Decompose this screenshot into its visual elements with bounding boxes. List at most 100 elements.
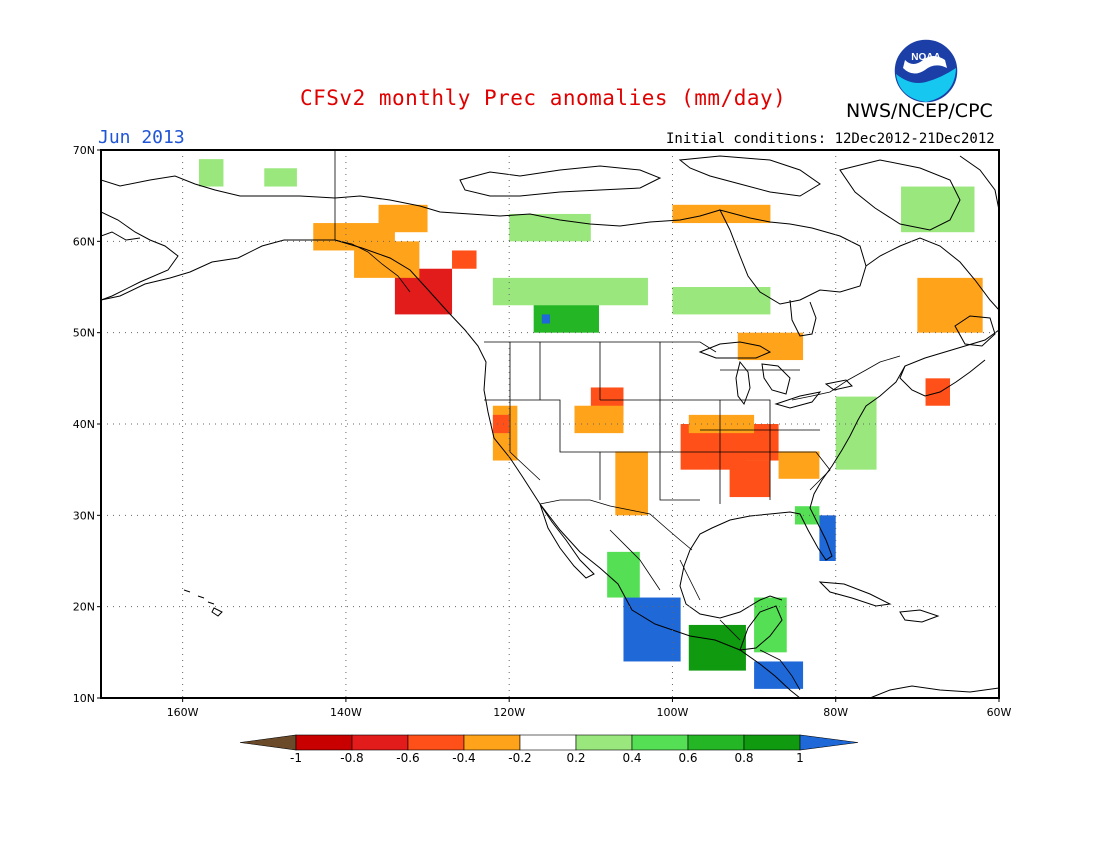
anomaly-cell-23 (672, 287, 771, 315)
anomaly-cell-7 (729, 460, 771, 498)
lon-label-5: 60W (987, 706, 1012, 719)
colorbar-label-6: 0.4 (622, 751, 641, 765)
graticule (101, 150, 999, 698)
labrador-coast (865, 237, 999, 311)
colorbar-bin-4 (463, 734, 521, 751)
lon-label-3: 100W (657, 706, 689, 719)
lake-ontario (824, 379, 853, 391)
gulf-st-lawrence (899, 329, 999, 397)
lon-label-1: 140W (330, 706, 362, 719)
colorbar-bin-8 (687, 734, 745, 751)
lat-label-0: 10N (73, 692, 95, 705)
baja-california (539, 503, 595, 579)
hispaniola (899, 609, 940, 623)
anomaly-cell-14 (615, 451, 648, 516)
anomaly-cell-33 (754, 597, 787, 653)
anomaly-cell-11 (917, 277, 983, 333)
lat-label-2: 30N (73, 509, 95, 522)
anomaly-cell-28 (794, 506, 820, 525)
hudson-bay (719, 209, 867, 305)
lat-label-4: 50N (73, 327, 95, 340)
lat-label-3: 40N (73, 418, 95, 431)
alaska-canada-border (334, 150, 411, 293)
lon-label-0: 160W (167, 706, 199, 719)
colorbar-bin-1 (295, 734, 353, 751)
cuba (818, 581, 892, 607)
baffin-island (839, 159, 961, 231)
colorbar-bin-2 (351, 734, 409, 751)
alaska-coast (101, 239, 801, 698)
yucatan (739, 605, 783, 651)
mexico-states (609, 529, 741, 641)
anomaly-cell-3 (378, 204, 428, 233)
colorbar-bin-9 (743, 734, 801, 751)
lon-label-4: 80W (823, 706, 848, 719)
colorbar-label-7: 0.6 (678, 751, 697, 765)
james-bay (789, 299, 817, 337)
lat-label-5: 60N (73, 235, 95, 248)
alaska-north-coast (101, 175, 336, 199)
noaa-logo: NOAA (893, 38, 959, 104)
anomaly-cell-25 (264, 168, 297, 187)
central-america (759, 649, 801, 691)
hawaii (183, 589, 223, 617)
colorbar-label-3: -0.4 (452, 751, 475, 765)
lake-erie (774, 391, 822, 409)
coastlines (101, 155, 999, 698)
colorbar-bin-6 (575, 734, 633, 751)
anomaly-cell-31 (688, 624, 746, 671)
colorbar-label-8: 0.8 (734, 751, 753, 765)
south-america-coast (869, 685, 999, 698)
colorbar-label-9: 1 (796, 751, 804, 765)
chart-title: CFSv2 monthly Prec anomalies (mm/day) (300, 86, 787, 110)
alaska-west-coast (101, 211, 179, 301)
anomaly-cell-24 (198, 159, 224, 187)
colorbar-bin-3 (407, 734, 465, 751)
anomaly-cell-18 (737, 332, 804, 361)
anomaly-cell-4 (452, 250, 477, 269)
lake-michigan (735, 360, 751, 406)
anomaly-cell-17 (778, 451, 820, 479)
anomaly-cell-34 (607, 551, 640, 598)
anomaly-cell-21 (492, 277, 648, 306)
us-mexico-border (539, 499, 693, 551)
colorbar-low-arrow (239, 734, 297, 751)
anomaly-cell-27 (835, 396, 877, 470)
anomaly-cell-26 (901, 186, 975, 233)
colorbar-label-0: -1 (290, 751, 302, 765)
forecast-period: Jun 2013 (98, 127, 185, 148)
colorbar-label-4: -0.2 (508, 751, 531, 765)
lake-huron (761, 363, 791, 395)
anomaly-field (198, 159, 983, 689)
bering-coast (101, 231, 141, 241)
anomaly-cell-29 (819, 515, 836, 561)
colorbar-bin-5 (519, 734, 577, 751)
lon-label-2: 120W (493, 706, 525, 719)
anomaly-cell-16 (688, 414, 755, 434)
colorbar: -1 -0.8 -0.6 -0.4 -0.2 0.2 0.4 0.6 0.8 1 (239, 734, 859, 765)
agency-label: NWS/NCEP/CPC (846, 100, 993, 122)
colorbar-bin-7 (631, 734, 689, 751)
anomaly-cell-15 (492, 414, 510, 434)
us-canada-border (484, 341, 717, 353)
arctic-islands (459, 165, 662, 197)
anomaly-cell-10 (925, 378, 951, 406)
anomaly-cell-20 (541, 314, 550, 324)
lat-label-1: 20N (73, 601, 95, 614)
newfoundland (954, 315, 996, 347)
logo-text: NOAA (911, 52, 940, 63)
us-east-coast (679, 365, 906, 619)
us-states (484, 342, 831, 504)
lake-superior (698, 341, 772, 359)
greenland-coast (959, 155, 999, 211)
colorbar-high-arrow (799, 734, 859, 751)
lat-label-6: 70N (73, 144, 95, 157)
colorbar-label-5: 0.2 (566, 751, 585, 765)
arctic-coast (334, 195, 721, 227)
colorbar-label-2: -0.6 (396, 751, 419, 765)
us-canada-border-east (791, 355, 901, 401)
initial-conditions: Initial conditions: 12Dec2012-21Dec2012 (666, 131, 995, 147)
arctic-islands-east (678, 155, 821, 197)
political-borders (334, 150, 901, 691)
